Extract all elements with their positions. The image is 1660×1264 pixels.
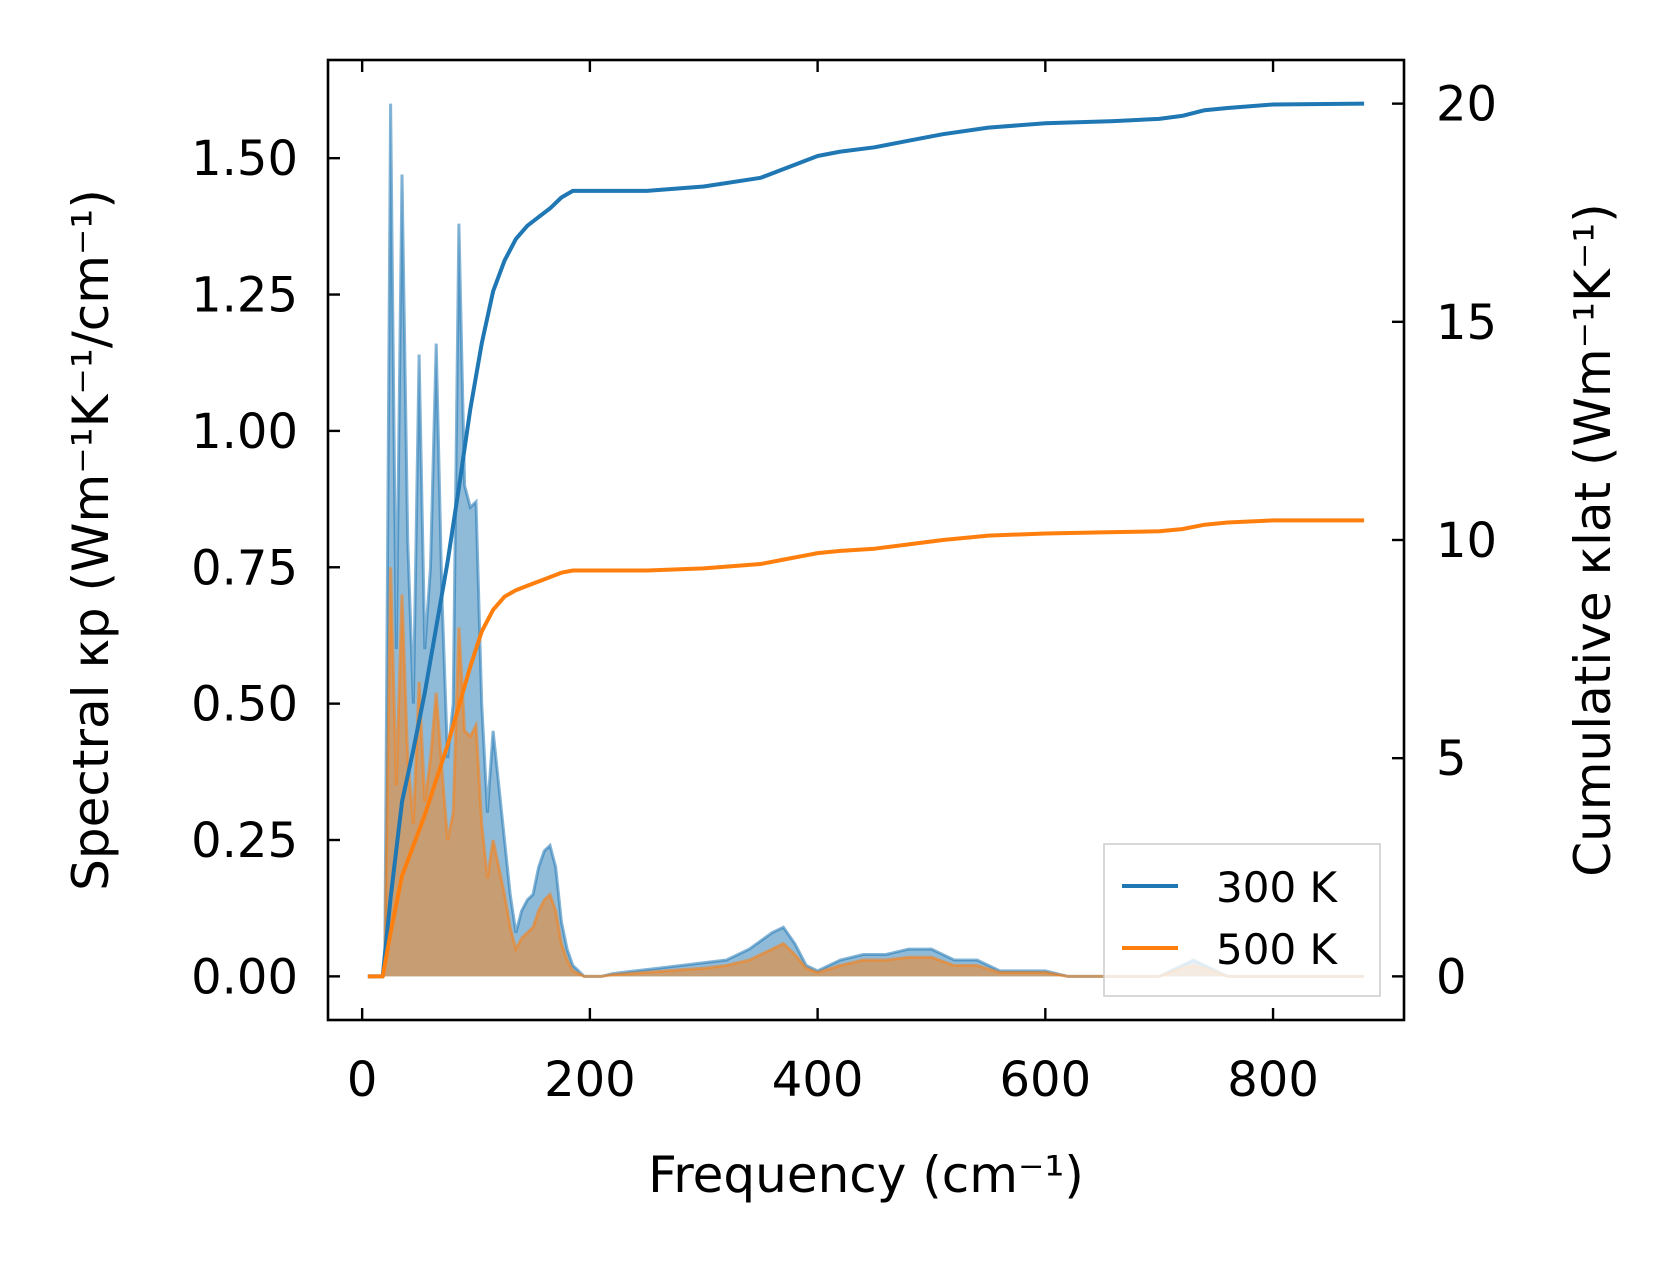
y-left-tick-label: 0.50 — [191, 677, 298, 733]
y-left-tick-label: 1.25 — [191, 268, 298, 324]
legend-label-500k: 500 K — [1216, 925, 1339, 974]
spectral-area-500k — [367, 567, 1365, 977]
y-left-axis-ticks: 0.00 0.25 0.50 0.75 1.00 1.25 1.50 — [191, 131, 340, 1005]
legend-box — [1103, 843, 1381, 997]
spectral-outline-500k — [367, 567, 1365, 978]
y-left-tick-label: 0.25 — [191, 813, 298, 869]
y-right-tick-label: 20 — [1436, 77, 1497, 133]
cumulative-line-500k — [367, 518, 1365, 979]
y-right-axis-label: Cumulative κlat (Wm⁻¹K⁻¹) — [1564, 203, 1622, 877]
legend: 300 K 500 K — [1103, 843, 1381, 997]
legend-label-300k: 300 K — [1216, 863, 1339, 912]
x-tick-label: 200 — [544, 1052, 636, 1108]
x-tick-label: 0 — [347, 1052, 378, 1108]
x-tick-label: 800 — [1227, 1052, 1319, 1108]
spectral-fills — [367, 103, 1365, 978]
y-right-tick-label: 15 — [1436, 295, 1497, 351]
y-left-tick-label: 1.50 — [191, 131, 298, 187]
y-right-tick-label: 10 — [1436, 513, 1497, 569]
y-right-tick-label: 0 — [1436, 949, 1467, 1005]
x-tick-label: 400 — [772, 1052, 864, 1108]
x-axis-label: Frequency (cm⁻¹) — [648, 1146, 1084, 1204]
cumulative-lines — [367, 101, 1365, 979]
y-right-tick-label: 5 — [1436, 731, 1467, 787]
y-left-tick-label: 1.00 — [191, 404, 298, 460]
cumulative-line-300k — [367, 101, 1365, 979]
x-axis-ticks: 0 200 400 600 800 — [347, 60, 1319, 1108]
y-left-axis-label: Spectral κp (Wm⁻¹K⁻¹/cm⁻¹) — [62, 189, 120, 891]
y-left-tick-label: 0.75 — [191, 540, 298, 596]
y-left-tick-label: 0.00 — [191, 949, 298, 1005]
x-tick-label: 600 — [1000, 1052, 1092, 1108]
y-right-axis-ticks: 0 5 10 15 20 — [1392, 77, 1497, 1005]
